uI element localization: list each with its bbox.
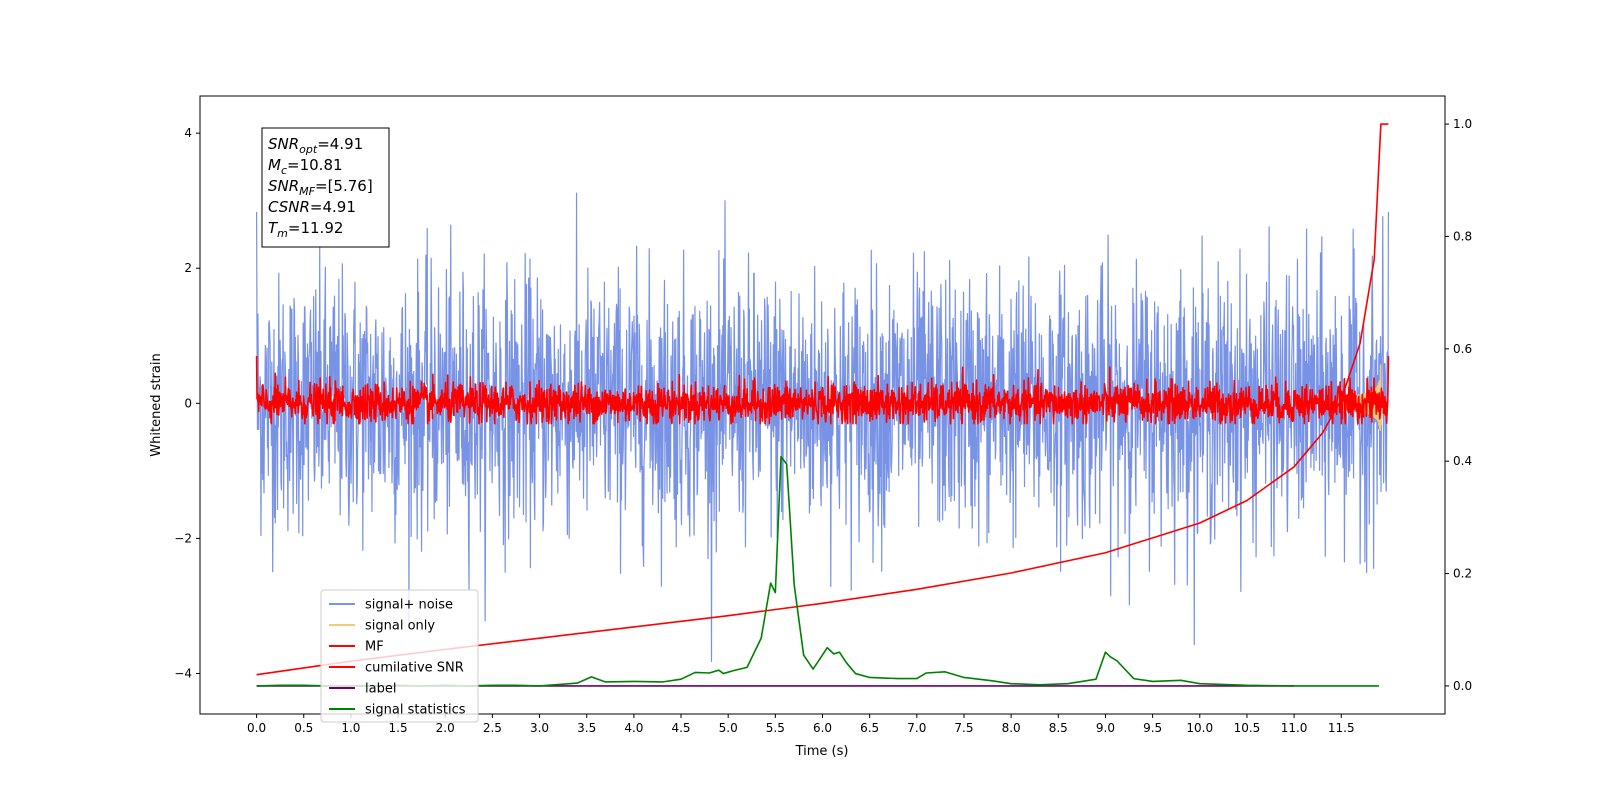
annotation-line: SNRopt=4.91: [268, 135, 363, 156]
y-left-tick-label: −2: [174, 531, 192, 545]
y-right-tick-label: 0.4: [1453, 454, 1472, 468]
x-tick-label: 9.0: [1096, 721, 1115, 735]
series-line-cumilative-snr: [256, 123, 1389, 676]
y-left-tick-label: −4: [174, 666, 192, 680]
x-tick-label: 10.5: [1234, 721, 1261, 735]
x-tick-label: 11.0: [1281, 721, 1308, 735]
legend-frame: [320, 589, 479, 723]
y-right-tick-label: 0.6: [1453, 342, 1472, 356]
y-left-tick-label: 2: [184, 261, 192, 275]
legend-entry: cumilative SNR: [365, 661, 464, 676]
x-tick-label: 10.0: [1186, 721, 1213, 735]
legend: signal+ noise signal only MF cumilative SNR…: [320, 589, 479, 723]
annotation-line: Mc=10.81: [268, 156, 343, 177]
x-axis-label: Time (s): [795, 744, 849, 759]
annotation-line: CSNR=4.91: [268, 198, 356, 216]
x-tick-label: 11.5: [1328, 721, 1355, 735]
x-tick-label: 3.0: [530, 721, 549, 735]
x-tick-label: 2.5: [483, 721, 502, 735]
left-y-axis: 4 2 0 −2 −4: [174, 126, 200, 680]
annotation-line: SNRMF=[5.76]: [268, 177, 373, 198]
x-tick-label: 7.5: [954, 721, 973, 735]
legend-entry: signal+ noise: [365, 598, 453, 613]
y-right-tick-label: 1.0: [1453, 117, 1472, 131]
x-tick-label: 4.5: [671, 721, 690, 735]
y-right-tick-label: 0.2: [1453, 567, 1472, 581]
series-line-signal-statistics: [256, 455, 1379, 687]
legend-entry: signal only: [365, 619, 435, 634]
x-tick-label: 5.5: [766, 721, 785, 735]
x-axis: 0.0 0.5 1.0 1.5 2.0 2.5 3.0 3.5 4.0 4.5 5.0 5.5 6.0 6…: [247, 714, 1355, 735]
y-right-tick-label: 0.0: [1453, 679, 1472, 693]
x-tick-label: 3.5: [577, 721, 596, 735]
x-tick-label: 1.0: [341, 721, 360, 735]
x-tick-label: 6.5: [860, 721, 879, 735]
annotation-frame: [261, 127, 390, 248]
y-axis-label: Whitened strain: [149, 353, 164, 456]
x-tick-label: 0.0: [247, 721, 266, 735]
x-tick-label: 5.0: [719, 721, 738, 735]
x-tick-label: 8.5: [1049, 721, 1068, 735]
x-tick-label: 8.0: [1002, 721, 1021, 735]
x-tick-label: 7.0: [907, 721, 926, 735]
x-tick-label: 2.0: [436, 721, 455, 735]
legend-entry: label: [365, 682, 396, 697]
y-left-tick-label: 4: [184, 126, 192, 140]
y-left-tick-label: 0: [184, 396, 192, 410]
annotation-line: Tm=11.92: [268, 219, 343, 240]
series-line-mf: [255, 356, 1390, 425]
x-tick-label: 6.0: [813, 721, 832, 735]
x-tick-label: 0.5: [294, 721, 313, 735]
x-tick-label: 1.5: [389, 721, 408, 735]
right-y-axis: 1.0 0.8 0.6 0.4 0.2 0.0: [1445, 117, 1472, 693]
legend-entry: MF: [365, 640, 384, 655]
legend-entry: signal statistics: [365, 703, 466, 718]
stats-annotation-box: SNRopt=4.91Mc=10.81SNRMF=[5.76]CSNR=4.91…: [261, 127, 390, 248]
x-tick-label: 4.0: [624, 721, 643, 735]
x-tick-label: 9.5: [1143, 721, 1162, 735]
y-right-tick-label: 0.8: [1453, 229, 1472, 243]
